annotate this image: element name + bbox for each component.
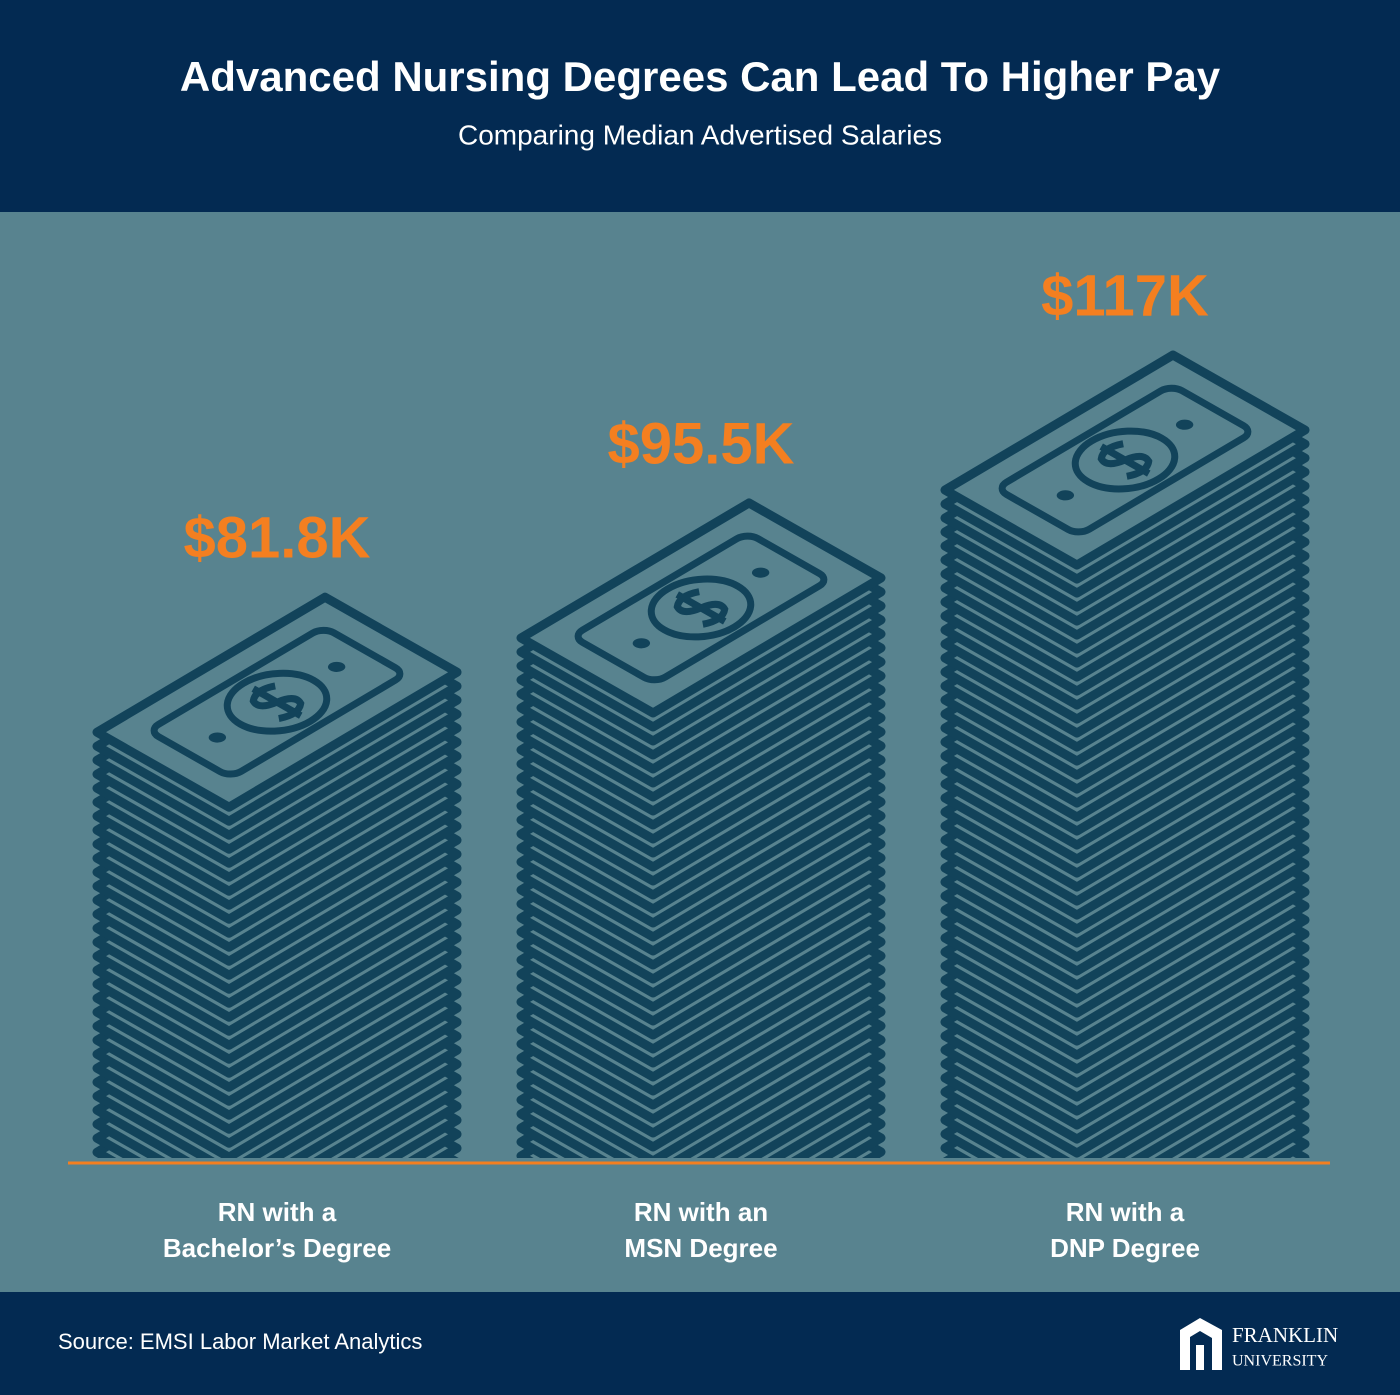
value-label: $81.8K	[183, 506, 370, 571]
logo-line2: UNIVERSITY	[1232, 1353, 1328, 1370]
value-label: $95.5K	[607, 411, 794, 476]
bill-dot	[1175, 419, 1194, 430]
bill-circle	[207, 661, 348, 743]
dollar-sign	[240, 681, 314, 724]
category-label: RN with an MSN Degree	[624, 1197, 778, 1263]
money-stack	[92, 592, 462, 1158]
category-label: RN with a Bachelor’s Degree	[162, 1197, 392, 1263]
footer	[0, 1292, 1400, 1395]
bill-dot	[208, 732, 227, 743]
dollar-sign	[664, 587, 738, 630]
bill-face	[148, 627, 406, 778]
bill-circle	[1055, 419, 1196, 501]
header	[0, 0, 1400, 212]
money-stack	[516, 498, 886, 1158]
bill-circle	[631, 567, 772, 649]
value-label: $117K	[1041, 263, 1209, 328]
dollar-sign	[1088, 439, 1162, 482]
bill-border	[572, 533, 830, 684]
bill-face	[572, 533, 830, 684]
chart-subtitle: Comparing Median Advertised Salaries	[458, 119, 942, 150]
money-stack	[940, 350, 1310, 1158]
bill-face	[996, 385, 1254, 536]
chart-title: Advanced Nursing Degrees Can Lead To Hig…	[180, 53, 1221, 100]
stacks	[92, 350, 1310, 1158]
bill-dot	[327, 661, 346, 672]
bill-border	[148, 627, 406, 778]
logo-icon	[1180, 1318, 1222, 1370]
bill-dot	[632, 638, 651, 649]
logo-line1: FRANKLIN	[1232, 1323, 1338, 1347]
source: Source: EMSI Labor Market Analytics	[58, 1329, 422, 1354]
bill-border	[996, 385, 1254, 536]
bill-dot	[751, 567, 770, 578]
bill-dot	[1056, 490, 1075, 501]
category-label: RN with a DNP Degree	[1050, 1197, 1200, 1263]
